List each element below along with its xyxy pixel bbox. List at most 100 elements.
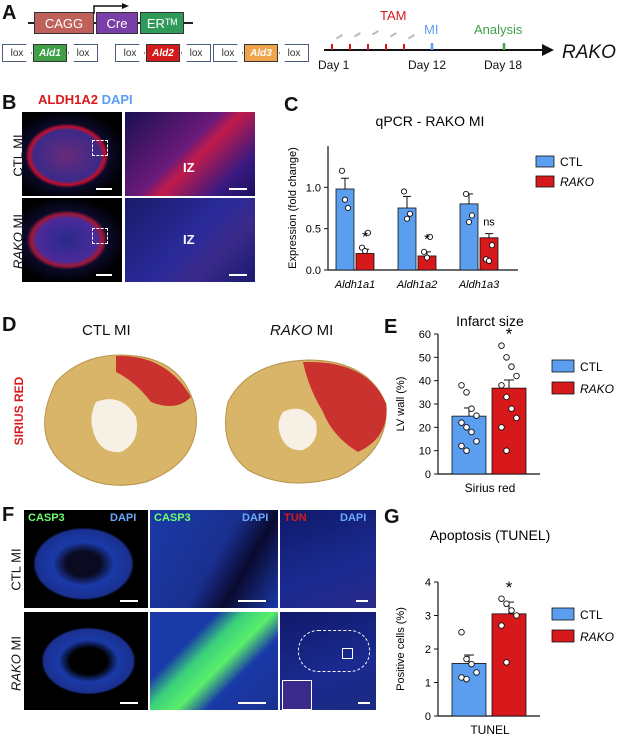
data-point xyxy=(498,424,505,431)
day18-label: Day 18 xyxy=(484,58,523,72)
legend-swatch xyxy=(551,607,575,621)
data-point xyxy=(406,210,414,217)
data-point xyxy=(503,659,510,666)
data-point xyxy=(458,382,465,389)
data-point xyxy=(485,257,493,264)
lox-site: lox xyxy=(181,44,211,62)
chart-apoptosis: Apoptosis (TUNEL) 0 1 2 3 4 Positive cells (%)… xyxy=(395,527,614,737)
y-tick-label: 30 xyxy=(419,399,431,411)
data-point xyxy=(498,622,505,629)
data-point xyxy=(458,442,465,450)
legend-swatch xyxy=(551,629,575,643)
significance-label: * xyxy=(424,231,430,248)
bar-rako xyxy=(479,237,499,271)
rako-mi-tunel-image xyxy=(280,612,376,710)
scale-bar xyxy=(238,702,266,704)
y-tick-label: 0 xyxy=(425,469,431,481)
x-tick-label: Aldh1a3 xyxy=(458,279,500,291)
legend-label: CTL xyxy=(580,360,603,374)
lox-site: lox xyxy=(213,44,243,62)
panel-b-stain-legend: ALDH1A2 DAPI xyxy=(38,92,133,107)
data-point xyxy=(513,414,520,422)
rako-mi-sirius-red-image xyxy=(225,359,387,484)
legend-label: CTL xyxy=(560,155,583,169)
data-point xyxy=(344,204,352,212)
rako-mi-aldh1a2-zoom-image: IZ xyxy=(125,198,255,282)
rako-mi-casp3-zoom-image xyxy=(150,612,278,710)
y-tick-label: 20 xyxy=(419,422,431,434)
zoom-box xyxy=(92,140,108,156)
ald2-gene: Ald2 xyxy=(146,44,180,62)
ctl-mi-tunel-image: TUN DAPI xyxy=(280,510,376,608)
y-tick-label: 0 xyxy=(425,711,431,723)
ctl-mi-casp3-zoom-image: CASP3 DAPI xyxy=(150,510,278,608)
tam-label: TAM xyxy=(380,8,407,23)
data-point xyxy=(403,215,411,222)
y-tick-label: 2 xyxy=(425,644,431,656)
casp3-label: CASP3 xyxy=(154,512,191,524)
y-tick-label: 60 xyxy=(419,329,431,341)
zoom-box xyxy=(342,648,353,659)
x-axis-label: Sirius red xyxy=(465,481,516,495)
rako-mi-row-label: RAKO MI xyxy=(8,636,24,691)
data-point xyxy=(361,247,369,255)
bar-ctl xyxy=(459,203,479,271)
chart-qpcr: qPCR - RAKO MI 0.0 0.5 1.0 Expression (fold … xyxy=(287,113,594,291)
data-point xyxy=(498,342,505,349)
ctl-mi-aldh1a2-heart-image xyxy=(22,112,122,196)
legend-label: RAKO xyxy=(560,175,594,189)
chart-title: qPCR - RAKO MI xyxy=(376,113,485,129)
chart-infarct-size: Infarct size 0 10 20 30 40 50 60 LV wall (%) CTL *… xyxy=(395,314,614,495)
data-point xyxy=(508,607,515,614)
scale-bar xyxy=(358,702,370,704)
data-point xyxy=(498,382,505,389)
data-point xyxy=(503,600,510,608)
rako-mi-title: RAKO MI xyxy=(270,322,334,339)
data-point xyxy=(420,248,428,255)
legend-swatch xyxy=(535,155,555,168)
data-point xyxy=(423,254,431,261)
data-point xyxy=(465,219,473,226)
significance-label: * xyxy=(362,228,368,245)
data-point xyxy=(508,405,515,412)
iz-label: IZ xyxy=(183,160,195,175)
dapi-label: DAPI xyxy=(340,512,367,524)
y-tick-label: 0.5 xyxy=(306,224,321,236)
model-label: RAKO xyxy=(562,42,616,63)
aldh1a2-label: ALDH1A2 xyxy=(38,92,98,107)
data-point xyxy=(458,419,465,426)
lox-site: lox xyxy=(279,44,309,62)
chart-title: Infarct size xyxy=(456,314,524,329)
bar-rako xyxy=(491,387,527,475)
y-tick-label: 50 xyxy=(419,352,431,364)
x-tick-label: Aldh1a1 xyxy=(334,279,375,291)
dapi-label: DAPI xyxy=(242,512,269,524)
scale-bar xyxy=(356,600,368,602)
data-point xyxy=(473,669,480,676)
data-point xyxy=(473,438,480,445)
data-point xyxy=(468,212,476,219)
promoter-arrow-icon xyxy=(93,3,129,14)
y-tick-label: 10 xyxy=(419,446,431,458)
data-point xyxy=(513,612,520,619)
y-tick-label: 4 xyxy=(425,577,431,589)
y-tick-label: 0.0 xyxy=(306,265,321,277)
data-point xyxy=(462,190,470,197)
scale-bar xyxy=(96,188,112,190)
iz-label: IZ xyxy=(183,232,195,247)
legend-label: CTL xyxy=(580,608,603,622)
lox-site: lox xyxy=(115,44,145,62)
data-point xyxy=(458,628,465,636)
ctl-mi-row-label: CTL MI xyxy=(8,548,24,591)
data-point xyxy=(463,424,470,431)
data-point xyxy=(400,188,408,195)
ctl-mi-casp3-heart-image: CASP3 DAPI xyxy=(24,510,148,608)
y-axis-label: LV wall (%) xyxy=(395,377,407,432)
ctl-mi-aldh1a2-zoom-image: IZ xyxy=(125,112,255,196)
data-point xyxy=(468,428,475,436)
ctl-mi-sirius-red-image xyxy=(44,354,197,486)
rako-mi-casp3-heart-image xyxy=(24,612,148,710)
casp3-label: CASP3 xyxy=(28,512,65,524)
data-point xyxy=(468,405,475,412)
scale-bar xyxy=(120,600,138,602)
